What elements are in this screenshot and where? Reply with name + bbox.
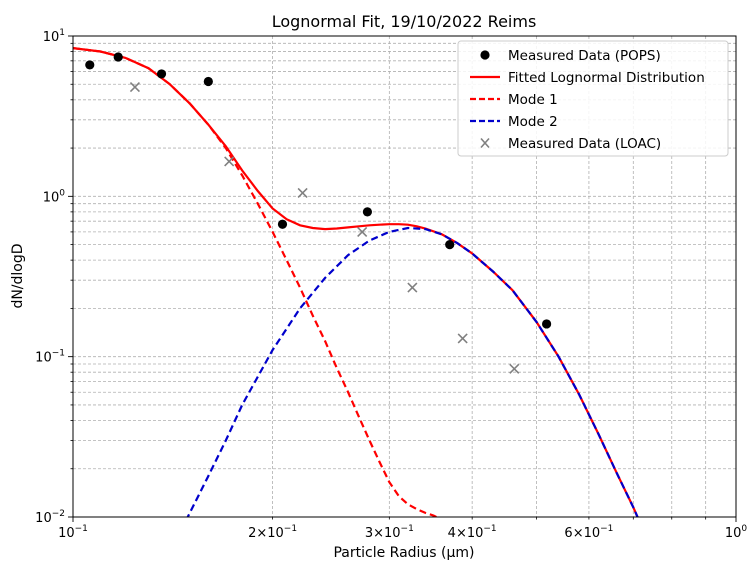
data-point-loac bbox=[407, 282, 418, 293]
data-point-pops bbox=[156, 69, 167, 79]
plot-frame bbox=[72, 35, 737, 518]
data-point-loac bbox=[357, 226, 368, 237]
y-tick-label: 100 bbox=[43, 188, 66, 205]
legend-item: Measured Data (LOAC) bbox=[480, 136, 661, 152]
data-point-pops bbox=[542, 319, 552, 329]
series-line-2 bbox=[73, 47, 439, 517]
chart-title: Lognormal Fit, 19/10/2022 Reims bbox=[272, 12, 537, 31]
data-point-loac bbox=[224, 156, 235, 167]
x-minor-tick-label: 4×10−1 bbox=[448, 524, 497, 541]
y-tick-label: 101 bbox=[43, 28, 65, 45]
legend-label: Measured Data (POPS) bbox=[508, 48, 661, 64]
x-minor-tick-label: 2×10−1 bbox=[248, 524, 297, 541]
x-minor-tick-label: 6×10−1 bbox=[564, 524, 613, 541]
y-axis-label: dN/dlogD bbox=[10, 243, 26, 308]
data-point-pops bbox=[203, 76, 213, 87]
data-point-pops bbox=[113, 52, 123, 62]
series-line-3 bbox=[186, 226, 639, 517]
x-tick-label: 10−1 bbox=[58, 524, 88, 541]
data-point-pops bbox=[85, 60, 95, 70]
x-minor-tick-label: 3×10−1 bbox=[365, 524, 414, 541]
y-tick-label: 10−2 bbox=[35, 509, 65, 526]
legend-item: Measured Data (POPS) bbox=[480, 48, 661, 64]
legend-marker-circle bbox=[480, 50, 490, 60]
data-point-pops bbox=[445, 239, 455, 250]
x-axis: 10−1 100 2×10−1 3×10−1 4×10−1 6×10−1 bbox=[58, 517, 747, 541]
y-tick-label: 10−1 bbox=[35, 349, 65, 366]
data-point-loac bbox=[509, 363, 520, 374]
legend: Measured Data (POPS) Fitted Lognormal Dis… bbox=[457, 40, 729, 157]
legend-item: Mode 1 bbox=[470, 92, 558, 108]
data-point-pops bbox=[362, 207, 373, 217]
legend-label: Mode 1 bbox=[508, 92, 558, 108]
legend-item: Mode 2 bbox=[470, 114, 558, 130]
data-point-loac bbox=[457, 333, 468, 344]
data-point-pops bbox=[277, 219, 288, 229]
legend-label: Measured Data (LOAC) bbox=[508, 136, 661, 152]
plot-area bbox=[73, 47, 639, 517]
y-axis: 10−2 10−1 100 101 bbox=[35, 28, 73, 526]
legend-box bbox=[457, 40, 729, 157]
legend-label: Fitted Lognormal Distribution bbox=[508, 70, 705, 86]
legend-label: Mode 2 bbox=[508, 114, 558, 130]
x-tick-label: 100 bbox=[725, 524, 748, 541]
data-point-loac bbox=[129, 82, 141, 93]
legend-item: Fitted Lognormal Distribution bbox=[470, 70, 705, 86]
data-point-loac bbox=[297, 187, 308, 199]
x-axis-label: Particle Radius (µm) bbox=[333, 545, 474, 561]
